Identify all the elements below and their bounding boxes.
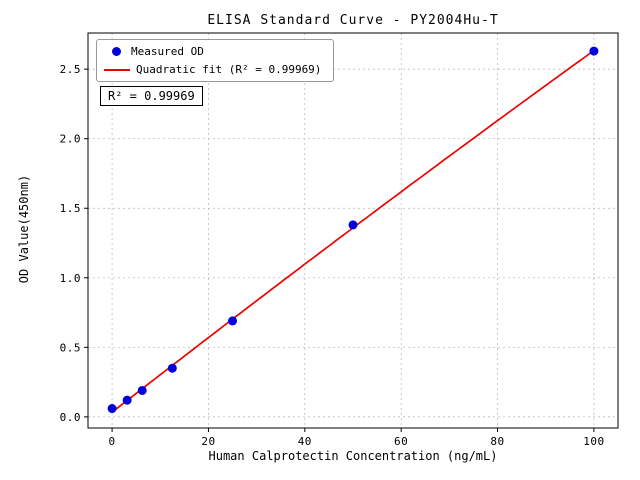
data-point [122, 395, 132, 405]
x-tick-label: 100 [583, 435, 604, 448]
x-tick-label: 40 [298, 435, 312, 448]
x-axis-label: Human Calprotectin Concentration (ng/mL) [208, 449, 498, 463]
legend-label-measured-od: Measured OD [131, 45, 204, 58]
y-tick-label: 0.5 [60, 341, 81, 354]
data-point [348, 220, 358, 230]
legend-item-measured-od: Measured OD [103, 45, 321, 58]
data-point [107, 404, 117, 414]
y-tick-label: 1.5 [60, 202, 81, 215]
plot-border [87, 32, 619, 429]
x-tick-label: 20 [201, 435, 215, 448]
r-squared-annotation: R² = 0.99969 [100, 86, 203, 106]
legend-item-quadratic-fit: Quadratic fit (R² = 0.99969) [103, 63, 321, 76]
data-point [589, 46, 599, 56]
data-point [228, 316, 238, 326]
x-tick-label: 0 [109, 435, 116, 448]
y-axis-label: OD Value(450nm) [17, 174, 31, 284]
data-point [137, 385, 147, 395]
y-tick-label: 0.0 [60, 411, 81, 424]
measured-od-marker-icon [112, 47, 121, 56]
y-tick-label: 1.0 [60, 272, 81, 285]
y-tick-label: 2.0 [60, 133, 81, 146]
x-tick-label: 60 [394, 435, 408, 448]
y-tick-label: 2.5 [60, 63, 81, 76]
legend: Measured OD Quadratic fit (R² = 0.99969) [96, 39, 335, 82]
legend-label-quadratic-fit: Quadratic fit (R² = 0.99969) [136, 63, 322, 76]
data-point [167, 363, 177, 373]
chart-title: ELISA Standard Curve - PY2004Hu-T [207, 13, 499, 28]
quadratic-fit-marker-icon [104, 68, 130, 71]
x-tick-label: 80 [490, 435, 504, 448]
